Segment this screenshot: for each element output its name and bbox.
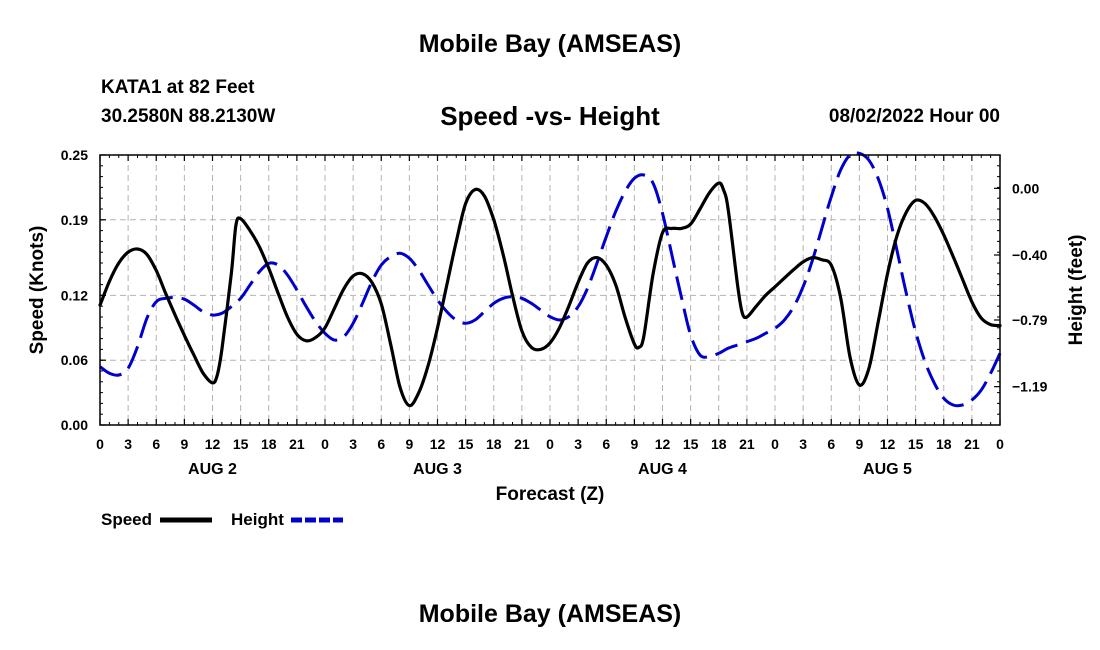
x-tick-label: 15 xyxy=(458,436,474,452)
height-series-line xyxy=(99,151,1002,408)
x-tick-label: 18 xyxy=(711,436,727,452)
x-tick-label: 9 xyxy=(630,436,638,452)
y-left-tick-label: 0.06 xyxy=(61,352,88,368)
x-tick-label: 3 xyxy=(124,436,132,452)
legend-height-label: Height xyxy=(231,510,284,529)
x-axis-label: Forecast (Z) xyxy=(496,484,605,505)
y-right-tick-label: 0.00 xyxy=(1012,180,1039,196)
x-tick-label: 21 xyxy=(514,436,530,452)
chart-subtitle: Speed -vs- Height xyxy=(440,101,660,131)
x-tick-label: 21 xyxy=(964,436,980,452)
y-left-tick-label: 0.00 xyxy=(61,417,88,433)
x-tick-label: 18 xyxy=(261,436,277,452)
x-tick-label: 12 xyxy=(205,436,221,452)
x-tick-label: 12 xyxy=(880,436,896,452)
chart-grid xyxy=(100,155,1000,425)
forecast-datetime: 08/02/2022 Hour 00 xyxy=(828,106,1000,127)
y-axis-left-label: Speed (Knots) xyxy=(27,226,48,355)
x-tick-label: 12 xyxy=(430,436,446,452)
y-axis-right-label: Height (feet) xyxy=(1066,235,1087,346)
x-tick-label: 6 xyxy=(152,436,160,452)
footer-title: Mobile Bay (AMSEAS) xyxy=(418,600,682,628)
x-tick-label: 0 xyxy=(96,436,104,452)
y-right-tick-label: −0.79 xyxy=(1012,312,1048,328)
x-tick-label: 0 xyxy=(321,436,329,452)
y-left-tick-label: 0.19 xyxy=(61,212,88,228)
x-tick-label: 9 xyxy=(405,436,413,452)
x-tick-label: 6 xyxy=(602,436,610,452)
speed-series-line xyxy=(98,181,1002,408)
x-tick-labels: 0 3 6 9 12 15 18 21 0 3 6 9 12 15 18 21 0 3 6 9 12 15 18 21 0 3 6 9… xyxy=(96,436,1004,452)
x-tick-label: 3 xyxy=(574,436,582,452)
x-tick-label: 9 xyxy=(180,436,188,452)
plot-frame xyxy=(99,154,1001,426)
day-label: AUG 3 xyxy=(413,461,462,478)
x-tick-label: 9 xyxy=(855,436,863,452)
legend-speed-label: Speed xyxy=(101,510,153,529)
main-title: Mobile Bay (AMSEAS) xyxy=(418,30,682,58)
y-left-tick-label: 0.25 xyxy=(61,147,88,163)
y-left-tick-label: 0.12 xyxy=(61,287,88,303)
station-coordinates: 30.2580N 88.2130W xyxy=(101,106,276,127)
x-tick-label: 15 xyxy=(908,436,924,452)
x-tick-label: 21 xyxy=(739,436,755,452)
day-label: AUG 2 xyxy=(188,461,237,478)
x-tick-label: 15 xyxy=(233,436,249,452)
x-tick-label: 6 xyxy=(377,436,385,452)
station-label: KATA1 at 82 Feet xyxy=(101,77,255,98)
x-tick-label: 3 xyxy=(799,436,807,452)
x-tick-label: 18 xyxy=(486,436,502,452)
x-tick-label: 3 xyxy=(349,436,357,452)
series-lines xyxy=(98,151,1002,408)
right-tick-labels: −1.19 −0.79 −0.40 0.00 xyxy=(1012,180,1048,394)
y-right-tick-label: −0.40 xyxy=(1012,247,1048,263)
left-tick-labels: 0.00 0.06 0.12 0.19 0.25 xyxy=(61,147,88,433)
x-tick-label: 6 xyxy=(827,436,835,452)
day-label: AUG 5 xyxy=(863,461,912,478)
y-right-tick-label: −1.19 xyxy=(1012,379,1048,395)
x-tick-label: 0 xyxy=(996,436,1004,452)
x-tick-label: 18 xyxy=(936,436,952,452)
day-labels: AUG 2 AUG 3 AUG 4 AUG 5 xyxy=(188,461,912,478)
x-tick-label: 0 xyxy=(546,436,554,452)
x-tick-label: 0 xyxy=(771,436,779,452)
day-label: AUG 4 xyxy=(638,461,687,478)
x-tick-label: 15 xyxy=(683,436,699,452)
x-tick-label: 12 xyxy=(655,436,671,452)
x-tick-label: 21 xyxy=(289,436,305,452)
